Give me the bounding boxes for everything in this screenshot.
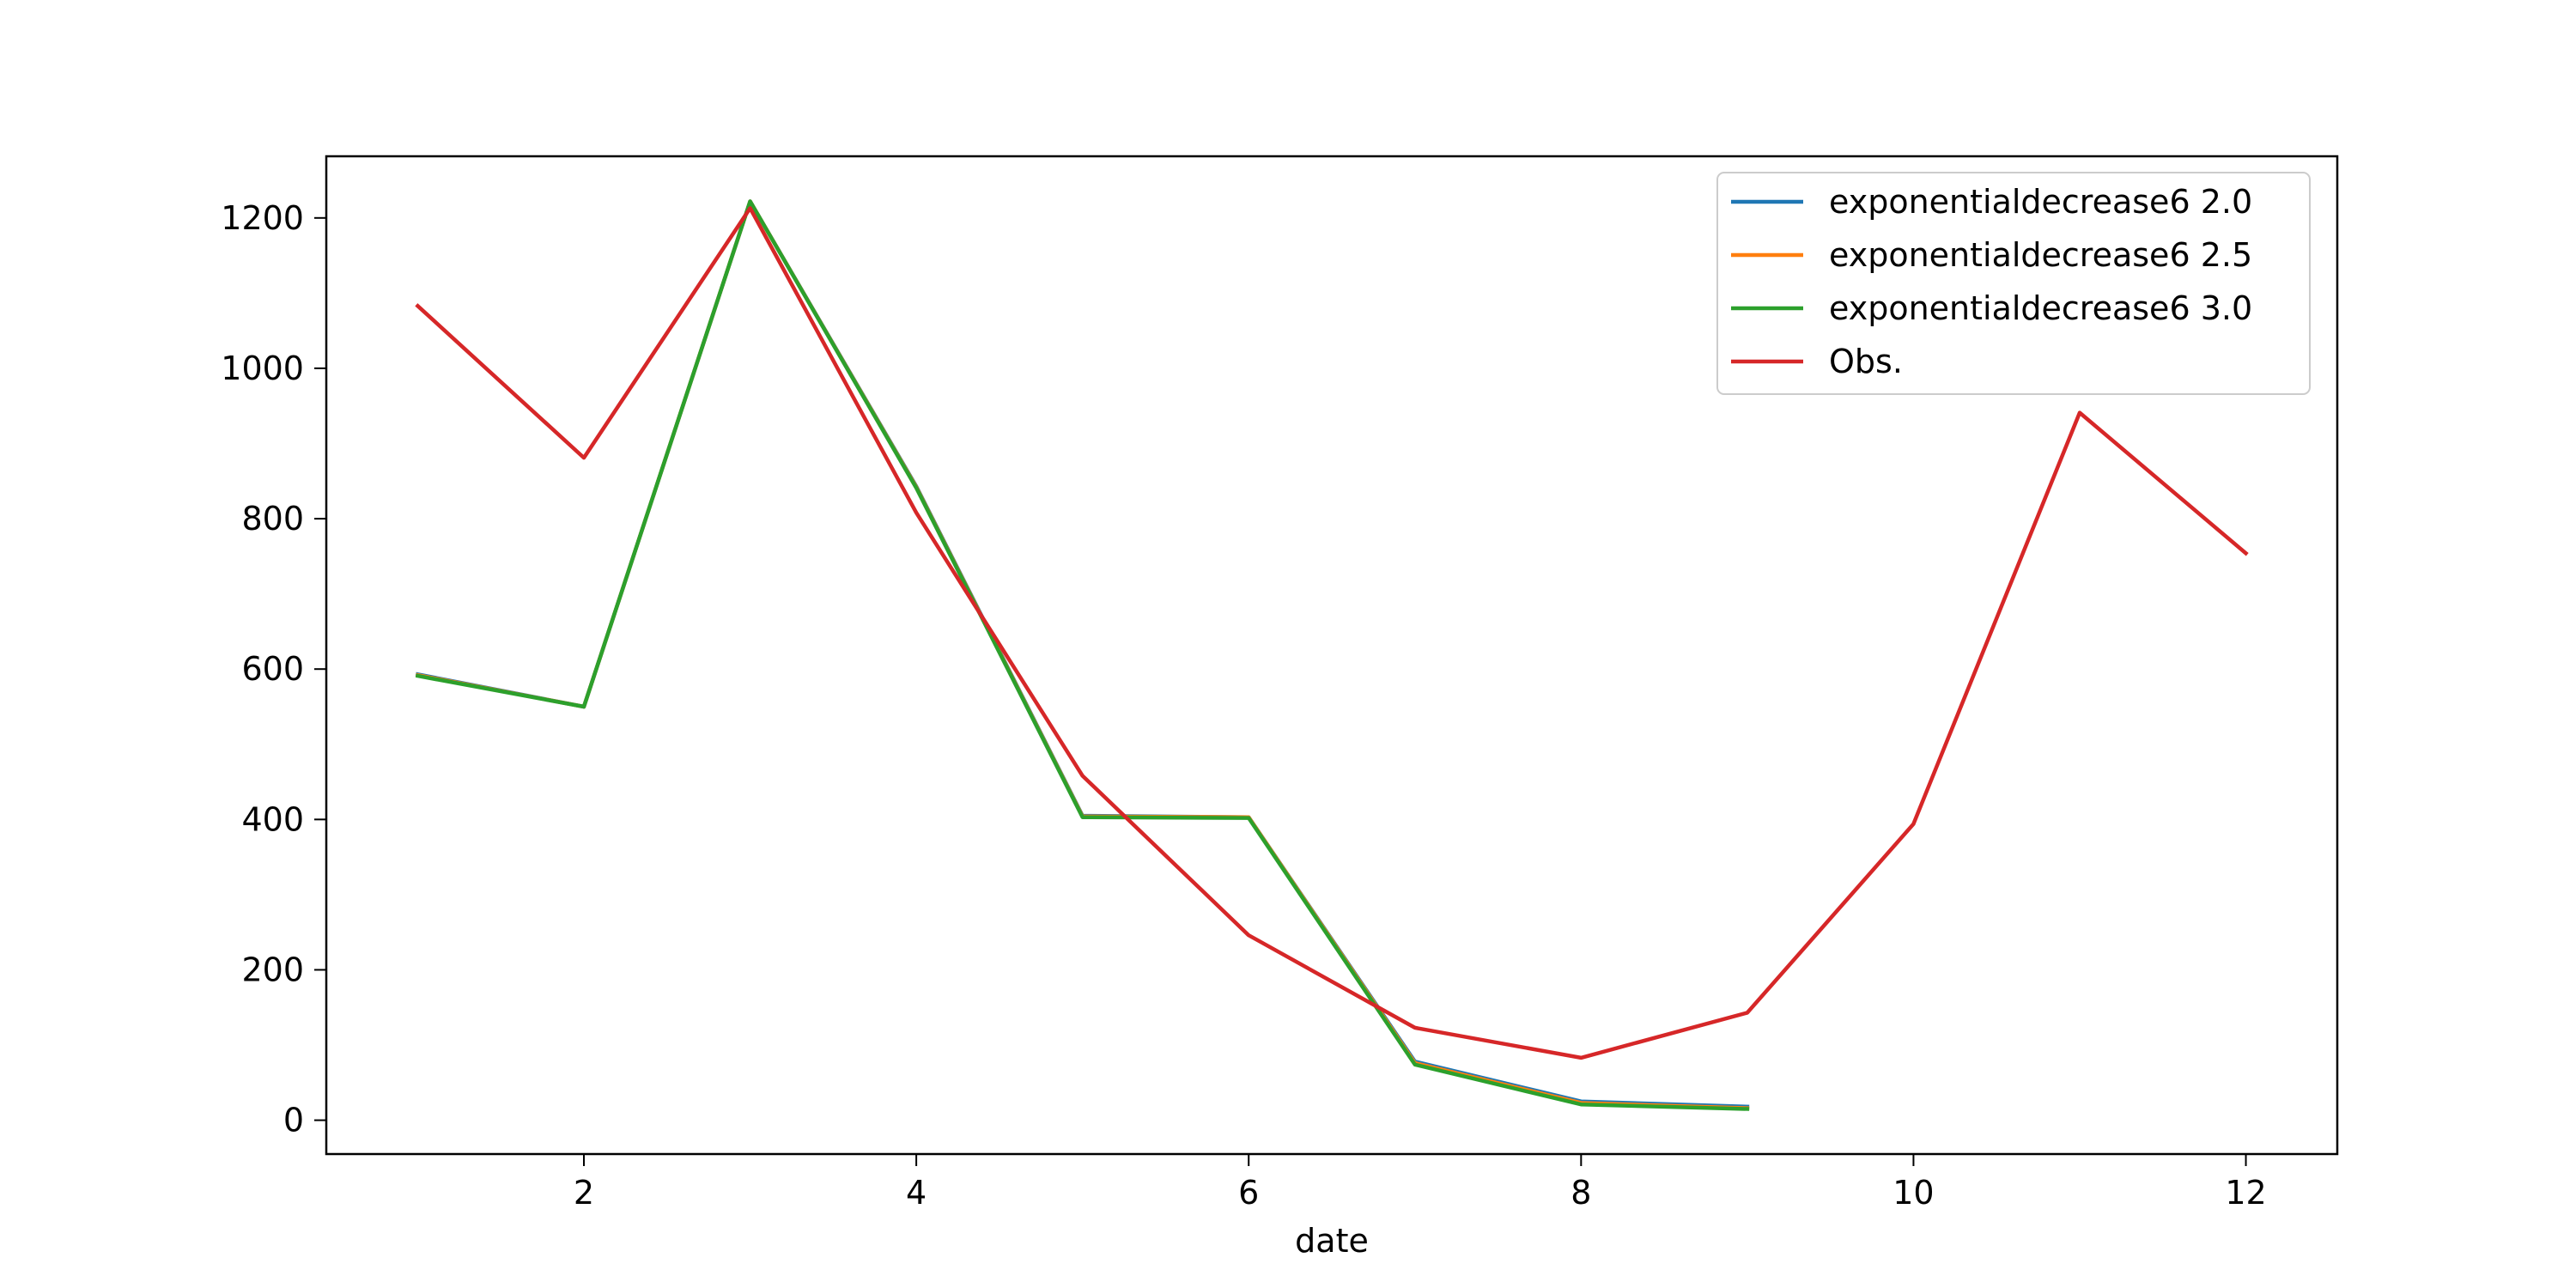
legend: exponentialdecrease6 2.0 exponentialdecre…	[1716, 172, 2311, 395]
x-tick-label: 4	[906, 1174, 927, 1212]
legend-entry: exponentialdecrease6 3.0	[1829, 289, 2252, 327]
y-tick-label: 200	[241, 951, 304, 988]
y-tick-label: 1000	[221, 349, 304, 387]
y-tick-label: 1200	[221, 199, 304, 237]
x-axis-ticks: 2 4 6 8 10 12	[574, 1154, 2267, 1212]
x-axis-label: date	[1295, 1222, 1369, 1260]
legend-entry: exponentialdecrease6 2.0	[1829, 183, 2252, 221]
x-tick-label: 6	[1238, 1174, 1259, 1212]
series-line-3	[415, 199, 1750, 1111]
legend-entry: Obs.	[1829, 343, 1903, 380]
plot-lines	[415, 199, 2249, 1111]
x-tick-label: 2	[574, 1174, 594, 1212]
y-tick-label: 400	[241, 800, 304, 838]
y-tick-label: 0	[283, 1102, 304, 1139]
y-tick-label: 600	[241, 650, 304, 688]
y-tick-label: 800	[241, 500, 304, 538]
legend-box	[1716, 172, 2311, 395]
x-tick-label: 12	[2225, 1174, 2266, 1212]
legend-entry: exponentialdecrease6 2.5	[1829, 236, 2252, 274]
y-axis-ticks: 0 200 400 600 800 1000 1200	[221, 199, 326, 1139]
x-tick-label: 10	[1893, 1174, 1934, 1212]
x-tick-label: 8	[1571, 1174, 1591, 1212]
plot-frame	[325, 155, 2339, 1156]
series-line-4	[415, 206, 2249, 1060]
